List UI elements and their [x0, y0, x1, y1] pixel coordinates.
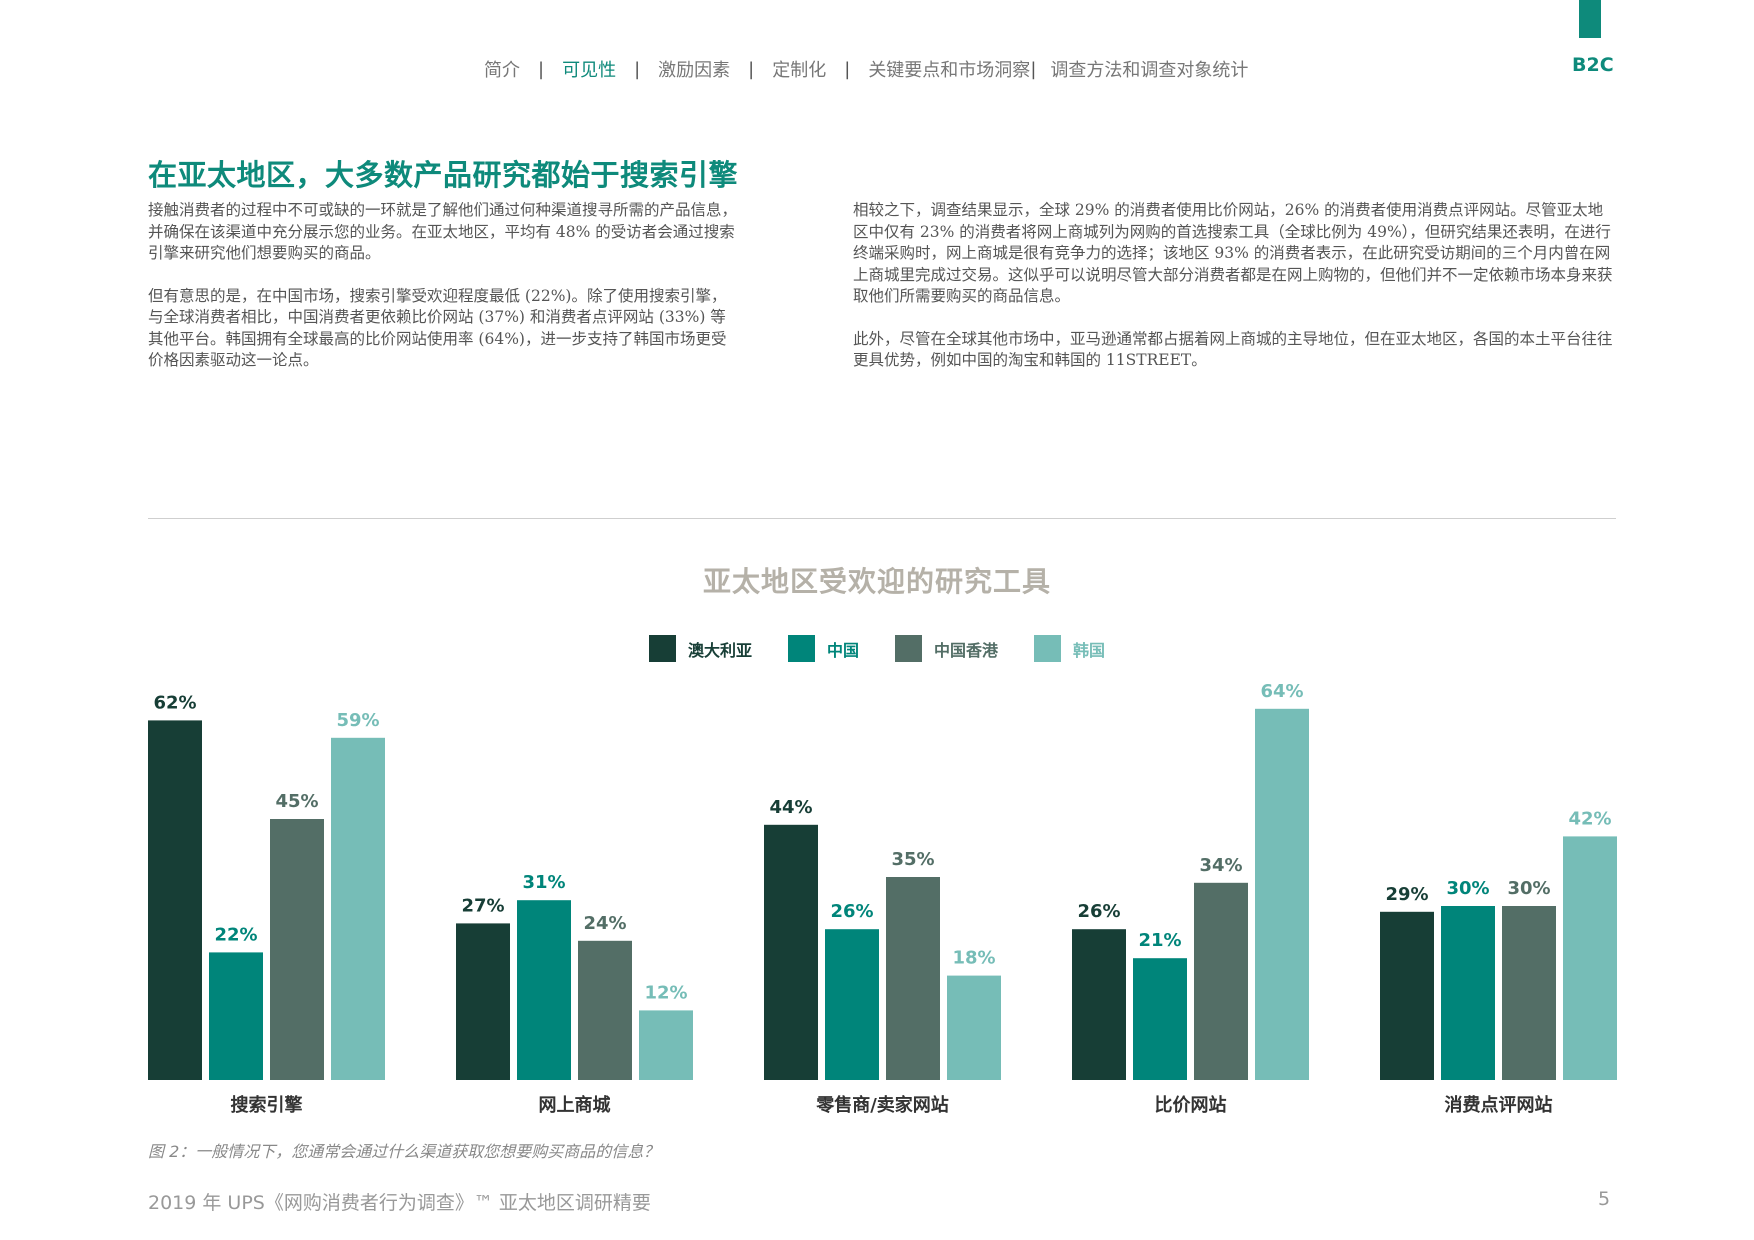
bar-value-label: 30% — [1446, 878, 1489, 899]
legend-swatch — [648, 635, 676, 662]
nav-item-visibility[interactable]: 可见性 — [562, 60, 617, 81]
bar-value-label: 34% — [1199, 855, 1242, 876]
bar-value-label: 26% — [830, 901, 873, 922]
body-paragraph: 接触消费者的过程中不可或缺的一环就是了解他们通过何种渠道搜寻所需的产品信息，并确… — [148, 201, 738, 262]
legend-item-australia: 澳大利亚 — [648, 635, 752, 662]
category-label: 消费点评网站 — [1445, 1094, 1553, 1116]
legend-swatch — [895, 635, 922, 662]
section-divider — [148, 518, 1616, 519]
category-label: 比价网站 — [1155, 1094, 1227, 1116]
legend-swatch — [1034, 635, 1062, 662]
body-paragraph: 但有意思的是，在中国市场，搜索引擎受欢迎程度最低 (22%)。除了使用搜索引擎，… — [148, 286, 727, 370]
legend-item-hong-kong: 中国香港 — [895, 635, 998, 662]
nav-separator: | — [844, 58, 851, 80]
bar-value-label: 35% — [891, 849, 934, 870]
nav-item-motivators[interactable]: 激励因素 — [658, 60, 731, 81]
nav-item-customization[interactable]: 定制化 — [772, 60, 827, 81]
bar-value-label: 21% — [1138, 930, 1181, 951]
bar-2-1 — [825, 929, 879, 1080]
section-tag: B2C — [1572, 54, 1614, 76]
bar-0-1 — [209, 952, 263, 1080]
bar-value-label: 18% — [952, 948, 995, 969]
bar-3-0 — [1072, 929, 1126, 1080]
bar-value-label: 45% — [275, 791, 318, 812]
legend-item-china: 中国 — [787, 635, 859, 662]
bar-0-2 — [270, 819, 324, 1080]
accent-bar — [1579, 0, 1601, 38]
page-headline: 在亚太地区，大多数产品研究都始于搜索引擎 — [148, 158, 739, 192]
legend-swatch — [787, 635, 815, 662]
bar-chart: 62% 22% 45% 59% 搜索引擎 27% 31% 24% 12% 网上商城 44% 26% 35… — [148, 681, 1617, 1116]
bar-4-1 — [1441, 906, 1495, 1080]
category-label: 搜索引擎 — [231, 1094, 303, 1116]
bar-value-label: 62% — [153, 692, 196, 713]
nav-item-key-insights[interactable]: 关键要点和市场洞察 — [868, 60, 1031, 81]
bar-4-2 — [1502, 906, 1556, 1080]
bar-value-label: 64% — [1260, 681, 1303, 702]
bar-value-label: 12% — [644, 982, 687, 1003]
body-left-column: 接触消费者的过程中不可或缺的一环就是了解他们通过何种渠道搜寻所需的产品信息，并确… — [148, 200, 738, 393]
page-number: 5 — [1598, 1188, 1611, 1210]
bar-2-0 — [764, 824, 818, 1080]
bar-value-label: 30% — [1507, 878, 1550, 899]
bar-3-2 — [1194, 882, 1248, 1080]
legend-label: 中国香港 — [934, 640, 999, 660]
bar-4-3 — [1563, 836, 1617, 1080]
legend-label: 韩国 — [1073, 640, 1106, 660]
bar-value-label: 42% — [1568, 808, 1611, 829]
legend-item-korea: 韩国 — [1034, 635, 1105, 662]
bar-0-0 — [148, 720, 202, 1080]
body-paragraph: 此外，尽管在全球其他市场中，亚马逊通常都占据着网上商城的主导地位，但在亚太地区，… — [853, 329, 1613, 370]
bar-3-1 — [1133, 958, 1187, 1080]
bar-1-2 — [578, 940, 632, 1080]
category-label: 零售商/卖家网站 — [815, 1094, 949, 1116]
bar-value-label: 24% — [583, 913, 626, 934]
legend-label: 中国 — [826, 640, 859, 660]
bar-value-label: 59% — [336, 710, 379, 731]
category-label: 网上商城 — [539, 1094, 611, 1116]
bar-value-label: 31% — [522, 872, 565, 893]
nav-separator: | — [538, 58, 545, 80]
nav-separator: | — [748, 58, 755, 80]
body-right-column: 相较之下，调查结果显示，全球 29% 的消费者使用比价网站，26% 的消费者使用… — [853, 200, 1615, 393]
nav-separator: | — [1030, 58, 1037, 80]
bar-2-2 — [886, 877, 940, 1080]
bar-value-label: 26% — [1077, 901, 1120, 922]
page-footer: 2019 年 UPS《网购消费者行为调查》™ 亚太地区调研精要 — [148, 1192, 651, 1214]
chart-title: 亚太地区受欢迎的研究工具 — [702, 565, 1051, 598]
bar-4-0 — [1380, 911, 1434, 1080]
bar-2-3 — [947, 975, 1001, 1080]
bar-1-1 — [517, 900, 571, 1080]
bar-0-3 — [331, 737, 385, 1080]
figure-caption: 图 2：一般情况下，您通常会通过什么渠道获取您想要购买商品的信息？ — [148, 1142, 660, 1161]
top-navigation: 简介 | 可见性 | 激励因素 | 定制化 | 关键要点和市场洞察 | 调查方法… — [484, 56, 1248, 82]
nav-separator: | — [634, 58, 641, 80]
bar-1-0 — [456, 923, 510, 1080]
body-paragraph: 相较之下，调查结果显示，全球 29% 的消费者使用比价网站，26% 的消费者使用… — [853, 201, 1613, 305]
bar-value-label: 29% — [1385, 884, 1428, 905]
chart-legend: 澳大利亚 中国 中国香港 韩国 — [0, 635, 1754, 662]
bar-value-label: 22% — [214, 924, 257, 945]
bar-1-3 — [639, 1010, 693, 1080]
bar-value-label: 27% — [461, 895, 504, 916]
bar-value-label: 44% — [769, 797, 812, 818]
nav-item-methodology[interactable]: 调查方法和调查对象统计 — [1050, 60, 1249, 81]
bar-3-3 — [1255, 708, 1309, 1080]
nav-item-intro[interactable]: 简介 — [484, 60, 520, 81]
legend-label: 澳大利亚 — [687, 640, 752, 660]
